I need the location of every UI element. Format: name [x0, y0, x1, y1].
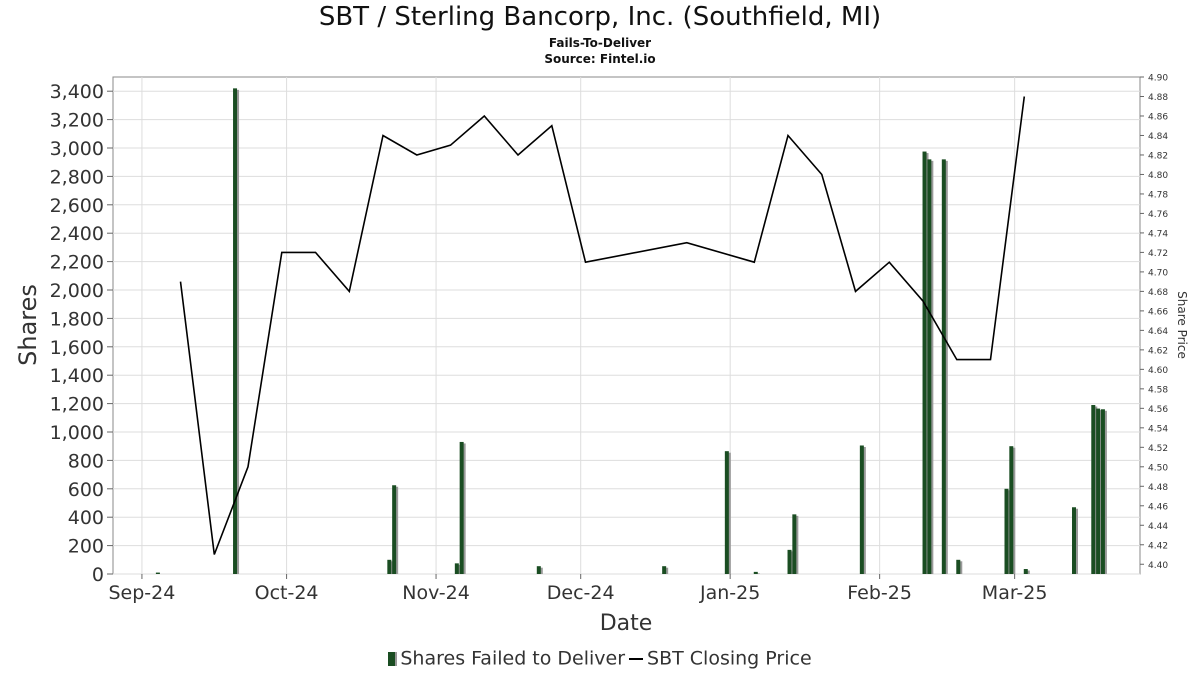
y-tick-label: 3,400 [50, 81, 104, 103]
fails-bar [1096, 408, 1101, 574]
y2-tick-label: 4.90 [1148, 74, 1168, 84]
y-tick-label: 1,600 [50, 337, 104, 359]
axes: 0 200 400 600 800 1,000 1,200 1,400 1,600 1,800 2,… [50, 74, 1169, 605]
y2-tick-label: 4.86 [1148, 112, 1168, 122]
y2-tick-label: 4.76 [1148, 210, 1168, 220]
fails-bar [724, 451, 729, 574]
y2-tick-label: 4.48 [1148, 483, 1168, 493]
x-tick-label: Feb-25 [847, 582, 912, 604]
y-tick-label: 2,000 [50, 280, 104, 302]
fails-bar [753, 571, 758, 574]
y-tick-label: 400 [68, 507, 104, 529]
fails-bar [1009, 446, 1014, 574]
y2-tick-label: 4.66 [1148, 307, 1168, 317]
x-tick-label: Nov-24 [402, 582, 470, 604]
y2-tick-label: 4.80 [1148, 171, 1168, 181]
x-tick-label: Sep-24 [109, 582, 176, 604]
fails-bar [922, 151, 927, 575]
y-tick-label: 3,000 [50, 138, 104, 160]
x-tick-label: Jan-25 [699, 582, 760, 604]
y2-tick-label: 4.50 [1148, 463, 1168, 473]
y2-tick-label: 4.44 [1148, 522, 1168, 532]
y-tick-label: 0 [92, 564, 104, 586]
fails-bar [927, 159, 932, 575]
x-tick-label: Mar-25 [982, 582, 1048, 604]
y-tick-label: 1,800 [50, 308, 104, 330]
chart-source: Source: Fintel.io [544, 52, 656, 66]
legend-line-swatch [629, 657, 644, 660]
price-line [179, 96, 1026, 555]
y-tick-label: 2,600 [50, 195, 104, 217]
grid-lines [113, 77, 1140, 575]
fails-bar [956, 559, 961, 574]
y2-tick-label: 4.88 [1148, 93, 1168, 103]
y2-tick-label: 4.64 [1148, 327, 1168, 337]
chart-title: SBT / Sterling Bancorp, Inc. (Southfield… [318, 2, 882, 32]
y2-tick-label: 4.46 [1148, 502, 1168, 512]
y-axis-label: Shares [14, 284, 42, 366]
fails-bar [662, 566, 667, 574]
chart-legend: Shares Failed to Deliver SBT Closing Pric… [0, 647, 1200, 670]
y2-tick-label: 4.72 [1148, 249, 1168, 259]
fails-bar [1091, 405, 1096, 574]
fails-bar [459, 441, 464, 574]
y2-tick-label: 4.78 [1148, 190, 1168, 200]
y-tick-label: 1,400 [50, 365, 104, 387]
legend-bars-label: Shares Failed to Deliver [400, 647, 626, 670]
fails-bar [454, 563, 459, 574]
y-tick-label: 2,400 [50, 223, 104, 245]
y-tick-label: 800 [68, 450, 104, 472]
y-tick-label: 1,200 [50, 394, 104, 416]
y2-tick-label: 4.58 [1148, 385, 1168, 395]
y2-tick-label: 4.70 [1148, 268, 1168, 278]
x-axis-label: Date [600, 611, 653, 636]
plot-area [112, 76, 1141, 575]
fails-bar [233, 88, 238, 575]
y2-tick-label: 4.82 [1148, 151, 1168, 161]
y2-tick-label: 4.84 [1148, 132, 1168, 142]
chart-subtitle: Fails-To-Deliver [548, 36, 652, 50]
fails-bar [941, 159, 946, 575]
y2-tick-label: 4.42 [1148, 541, 1168, 551]
y-tick-label: 1,000 [50, 422, 104, 444]
y-tick-label: 600 [68, 479, 104, 501]
y2-tick-label: 4.74 [1148, 229, 1168, 239]
fails-bar [1023, 569, 1028, 574]
fails-bar [155, 572, 160, 574]
fails-bar [1071, 507, 1076, 574]
y2-tick-label: 4.68 [1148, 288, 1168, 298]
bar-series [155, 88, 1107, 575]
x-tick-label: Dec-24 [547, 582, 615, 604]
legend-line-label: SBT Closing Price [647, 647, 812, 670]
y2-tick-label: 4.60 [1148, 366, 1168, 376]
y-tick-label: 2,200 [50, 252, 104, 274]
y2-tick-label: 4.40 [1148, 561, 1168, 571]
fails-bar [392, 485, 397, 574]
legend-bar-swatch [388, 651, 398, 666]
y-tick-label: 200 [68, 536, 104, 558]
y-tick-label: 2,800 [50, 166, 104, 188]
fails-bar [859, 445, 864, 574]
fails-bar [387, 559, 392, 574]
line-series [179, 96, 1026, 555]
y2-tick-label: 4.52 [1148, 444, 1168, 454]
fails-bar [536, 566, 541, 574]
x-tick-label: Oct-24 [255, 582, 319, 604]
y2-tick-label: 4.62 [1148, 346, 1168, 356]
fails-bar [792, 514, 797, 574]
y2-tick-label: 4.56 [1148, 405, 1168, 415]
fails-bar [1004, 488, 1009, 574]
y-tick-label: 3,200 [50, 110, 104, 132]
y2-axis-label: Share Price [1175, 291, 1189, 359]
fails-bar [1100, 409, 1105, 574]
y2-tick-label: 4.54 [1148, 424, 1168, 434]
fails-bar [787, 549, 792, 574]
